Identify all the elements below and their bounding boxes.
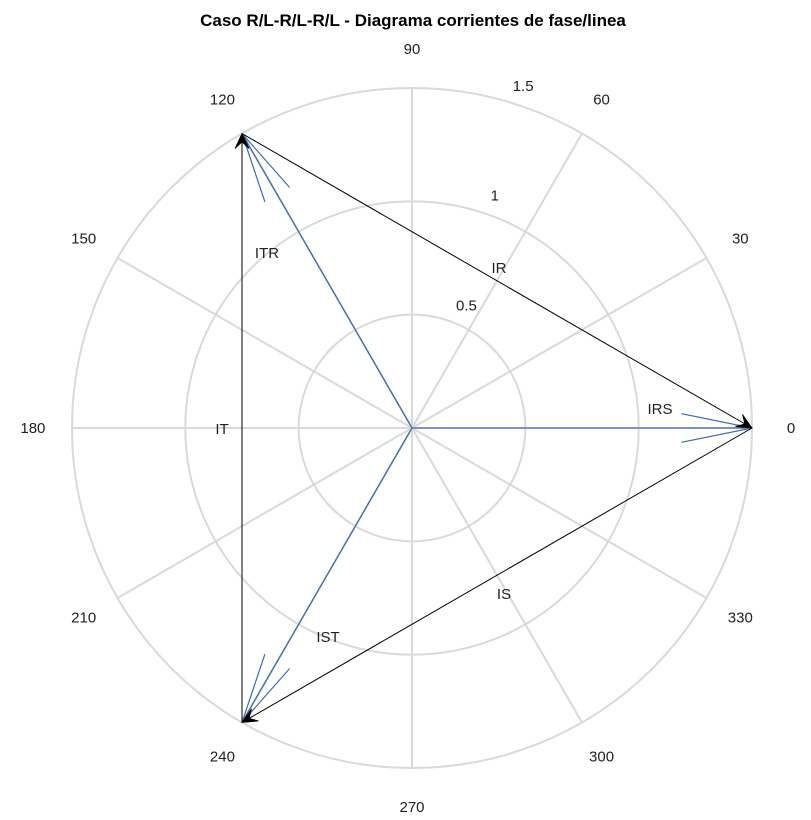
angle-tick-label: 210	[71, 610, 96, 627]
phasor-label-ist: IST	[316, 629, 339, 646]
line-current-is-arrow-head	[241, 708, 259, 723]
grid-spoke-11	[411, 427, 707, 599]
radial-tick-label: 0.5	[456, 297, 477, 314]
line-current-ir	[241, 133, 753, 429]
angle-tick-label: 330	[728, 610, 753, 627]
angle-tick-label: 120	[210, 92, 235, 109]
angle-tick-label: 60	[593, 92, 610, 109]
phasor-label-itr: ITR	[255, 245, 279, 262]
phasor-itr-arrow-barb	[241, 133, 291, 188]
grid-spoke-7	[117, 427, 413, 599]
radial-tick-label: 1	[491, 188, 499, 205]
phasor-irs-arrow-barb	[681, 427, 753, 443]
line-current-it-arrow-head	[234, 132, 250, 149]
grid-spoke-5	[117, 257, 413, 429]
angle-tick-label: 300	[589, 748, 614, 765]
angle-tick-label: 90	[404, 41, 421, 58]
phasor-ist-arrow-barb	[241, 653, 266, 723]
line-current-ir-arrow-head	[735, 414, 753, 429]
radial-tick-label: 1.5	[513, 78, 534, 95]
line-current-is	[241, 427, 753, 723]
chart-labels: 0 30 60 90 120 150 180 210 240 270 300 330 0.5 1 1.5 IR…	[20, 41, 795, 816]
angle-tick-label: 150	[71, 230, 96, 247]
angle-tick-label: 180	[20, 420, 45, 437]
line-current-label-ir: IR	[492, 260, 507, 277]
angle-tick-label: 0	[787, 420, 795, 437]
line-current-label-is: IS	[497, 586, 511, 603]
phasor-label-irs: IRS	[647, 401, 672, 418]
phasor-itr	[241, 133, 413, 429]
angle-tick-label: 30	[732, 230, 749, 247]
phasor-ist	[241, 427, 413, 723]
angle-tick-label: 240	[210, 748, 235, 765]
grid-spoke-1	[411, 257, 707, 429]
line-current-label-it: IT	[215, 421, 228, 438]
angle-tick-label: 270	[399, 799, 424, 816]
chart-title: Caso R/L-R/L-R/L - Diagrama corrientes d…	[200, 11, 626, 30]
phasor-set	[234, 132, 753, 723]
